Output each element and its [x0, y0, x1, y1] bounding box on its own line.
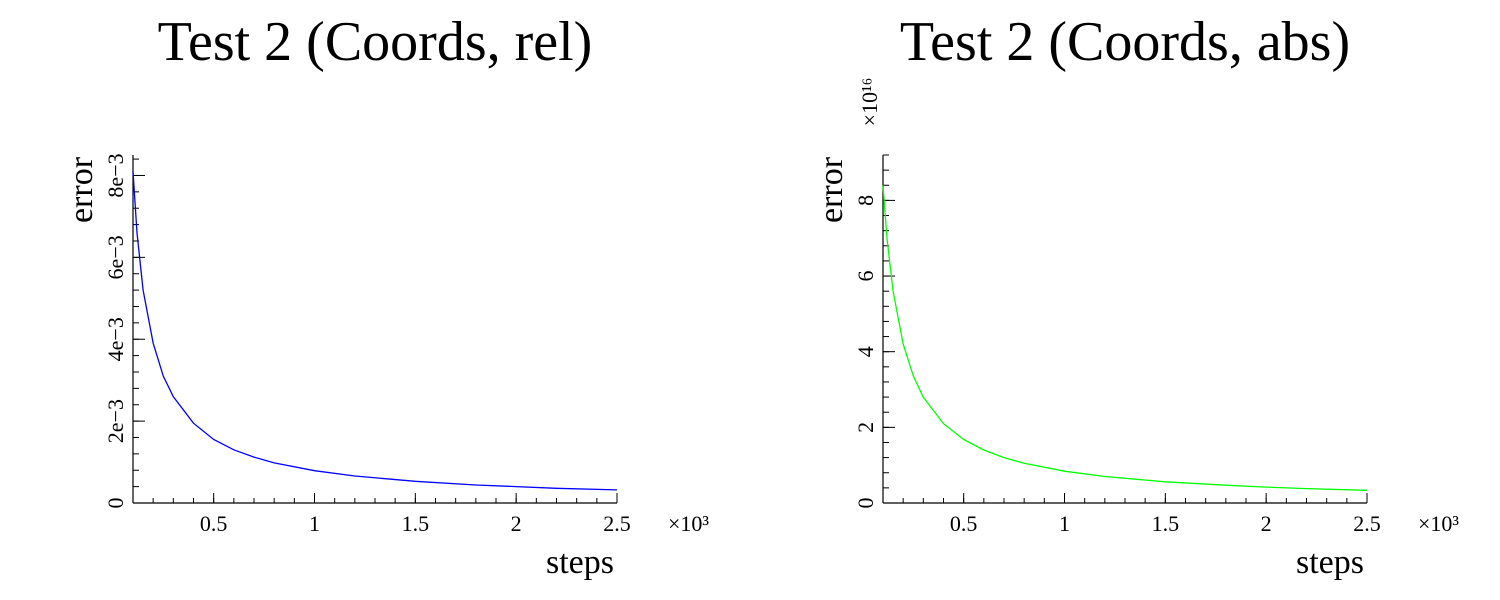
- x-tick-label: 1.5: [1152, 511, 1180, 536]
- y-tick-label: 0: [103, 498, 128, 509]
- y-tick-label: 8e−3: [103, 153, 128, 197]
- x-tick-label: 0.5: [950, 511, 978, 536]
- chart-abs: Test 2 (Coords, abs) 0.5 1 1.5 2 2.5 0 2 4 6 8 step…: [813, 11, 1459, 581]
- series-line: [132, 171, 618, 491]
- x-axis-multiplier: ×10³: [1418, 511, 1459, 536]
- x-tick-label: 1: [1059, 511, 1070, 536]
- x-tick-label: 1: [309, 511, 320, 536]
- x-axis-multiplier: ×10³: [668, 511, 709, 536]
- chart-title: Test 2 (Coords, rel): [158, 11, 593, 73]
- chart-title: Test 2 (Coords, abs): [900, 11, 1350, 73]
- y-axis-multiplier: ×10¹⁶: [857, 78, 882, 127]
- y-tick-label: 6e−3: [103, 235, 128, 279]
- x-tick-label: 2.5: [603, 511, 631, 536]
- x-axis-label: steps: [546, 544, 614, 581]
- y-tick-label: 8: [853, 195, 878, 206]
- y-tick-label: 4: [853, 346, 878, 357]
- x-tick-label: 2: [511, 511, 522, 536]
- x-tick-label: 1.5: [402, 511, 430, 536]
- y-tick-label: 2: [853, 422, 878, 433]
- y-axis-label: error: [63, 156, 100, 223]
- y-axis-label: error: [813, 156, 850, 223]
- x-axis-label: steps: [1296, 544, 1364, 581]
- chart-rel: Test 2 (Coords, rel) 0.5 1 1.5 2 2.5 0 2e−3 4e−3…: [63, 11, 709, 581]
- x-tick-label: 2.5: [1353, 511, 1381, 536]
- x-tick-label: 2: [1261, 511, 1272, 536]
- y-tick-label: 2e−3: [103, 399, 128, 443]
- x-tick-label: 0.5: [200, 511, 228, 536]
- y-tick-label: 6: [853, 271, 878, 282]
- y-tick-label: 0: [853, 498, 878, 509]
- series-line: [882, 185, 1368, 491]
- y-tick-label: 4e−3: [103, 317, 128, 361]
